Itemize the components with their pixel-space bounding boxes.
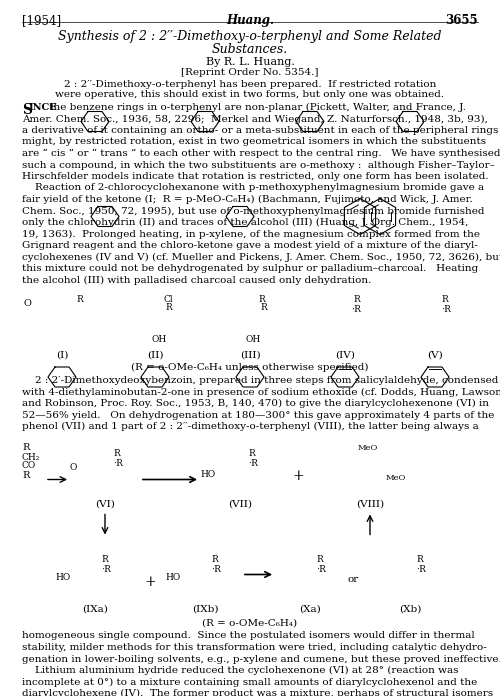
Text: R: R (22, 443, 30, 452)
Text: HO: HO (165, 573, 180, 582)
Text: ⋅R: ⋅R (441, 305, 451, 314)
Text: diarylcyclohexene (IV).  The former product was a mixture, perhaps of structural: diarylcyclohexene (IV). The former produ… (22, 689, 493, 696)
Text: R: R (113, 450, 120, 459)
Text: Reaction of 2-chlorocyclohexanone with p-methoxyphenylmagnesium bromide gave a: Reaction of 2-chlorocyclohexanone with p… (22, 184, 484, 193)
Text: the alcohol (III) with palladised charcoal caused only dehydration.: the alcohol (III) with palladised charco… (22, 276, 372, 285)
Text: ⋅R: ⋅R (113, 459, 123, 468)
Text: are “ cis ” or “ trans ” to each other with respect to the central ring.   We ha: are “ cis ” or “ trans ” to each other w… (22, 149, 500, 158)
Text: OH: OH (151, 335, 166, 344)
Text: ⋅R: ⋅R (248, 459, 258, 468)
Text: only the chlorohydrin (II) and traces of the alcohol (III) (Huang, J. Org. Chem.: only the chlorohydrin (II) and traces of… (22, 218, 468, 227)
Text: R: R (260, 303, 267, 312)
Text: 2 : 2′-Dimethoxydeoxybenzoin, prepared in three steps from salicylaldehyde, cond: 2 : 2′-Dimethoxydeoxybenzoin, prepared i… (22, 376, 498, 385)
Text: CO: CO (22, 461, 36, 470)
Text: R: R (101, 555, 108, 564)
Text: cyclohexenes (IV and V) (cf. Mueller and Pickens, J. Amer. Chem. Soc., 1950, 72,: cyclohexenes (IV and V) (cf. Mueller and… (22, 253, 500, 262)
Text: Hirschfelder models indicate that rotation is restricted, only one form has been: Hirschfelder models indicate that rotati… (22, 172, 488, 181)
Text: were operative, this should exist in two forms, but only one was obtained.: were operative, this should exist in two… (56, 90, 444, 99)
Text: ⋅R: ⋅R (211, 564, 221, 574)
Text: OH: OH (246, 335, 261, 344)
Text: 19, 1363).  Prolonged heating, in p-xylene, of the magnesium complex formed from: 19, 1363). Prolonged heating, in p-xylen… (22, 230, 480, 239)
Text: [Reprint Order No. 5354.]: [Reprint Order No. 5354.] (181, 68, 319, 77)
Text: genation in lower-boiling solvents, e.g., p-xylene and cumene, but these proved : genation in lower-boiling solvents, e.g.… (22, 654, 500, 663)
Text: R: R (353, 295, 360, 304)
Text: phenol (VII) and 1 part of 2 : 2′′-dimethoxy-o-terphenyl (VIII), the latter bein: phenol (VII) and 1 part of 2 : 2′′-dimet… (22, 422, 479, 431)
Text: (I): (I) (56, 351, 68, 360)
Text: O: O (24, 299, 32, 308)
Text: Cl: Cl (163, 295, 172, 304)
Text: R: R (165, 303, 172, 312)
Text: (III): (III) (240, 351, 260, 360)
Text: R: R (441, 295, 448, 304)
Text: (IXa): (IXa) (82, 605, 108, 613)
Text: (Xa): (Xa) (299, 605, 321, 613)
Text: R: R (248, 450, 255, 459)
Text: (VIII): (VIII) (356, 500, 384, 509)
Text: (VII): (VII) (228, 500, 252, 509)
Text: (II): (II) (147, 351, 163, 360)
Text: Lithium aluminium hydride reduced the cyclohexenone (VI) at 28° (reaction was: Lithium aluminium hydride reduced the cy… (22, 666, 458, 675)
Text: 3655: 3655 (446, 14, 478, 27)
Text: R: R (416, 555, 423, 564)
Text: R: R (258, 295, 265, 304)
Text: fair yield of the ketone (I;  R = p-MeO-C₆H₄) (Bachmann, Fujimoto, and Wick, J. : fair yield of the ketone (I; R = p-MeO-C… (22, 195, 473, 204)
Text: this mixture could not be dehydrogenated by sulphur or palladium–charcoal.   Hea: this mixture could not be dehydrogenated… (22, 264, 478, 273)
Text: ⋅R: ⋅R (416, 564, 426, 574)
Text: (IV): (IV) (335, 351, 355, 360)
Text: Amer. Chem. Soc., 1936, 58, 2296;  Merkel and Wiegand, Z. Naturforsch., 1948, 3b: Amer. Chem. Soc., 1936, 58, 2296; Merkel… (22, 115, 488, 124)
Text: with 4-diethylaminobutan-2-one in presence of sodium ethoxide (cf. Dodds, Huang,: with 4-diethylaminobutan-2-one in presen… (22, 388, 500, 397)
Text: R: R (211, 555, 218, 564)
Text: Chem. Soc., 1950, 72, 1995), but use of o-methoxyphenylmagnesium bromide furnish: Chem. Soc., 1950, 72, 1995), but use of … (22, 207, 484, 216)
Text: a derivative of it containing an ortho- or a meta-substituent in each of the per: a derivative of it containing an ortho- … (22, 126, 498, 135)
Text: R: R (76, 295, 83, 304)
Text: or: or (348, 574, 359, 583)
Text: (IXb): (IXb) (192, 605, 218, 613)
Text: +: + (145, 574, 156, 589)
Text: and Robinson, Proc. Roy. Soc., 1953, B, 140, 470) to give the diarylcyclohexenon: and Robinson, Proc. Roy. Soc., 1953, B, … (22, 399, 489, 408)
Text: stability, milder methods for this transformation were tried, including catalyti: stability, milder methods for this trans… (22, 643, 487, 652)
Text: HO: HO (200, 470, 215, 479)
Text: (VI): (VI) (95, 500, 115, 509)
Text: R: R (316, 555, 323, 564)
Text: incomplete at 0°) to a mixture containing small amounts of diarylcyclohexenol an: incomplete at 0°) to a mixture containin… (22, 677, 477, 687)
Text: By R. L. Huang.: By R. L. Huang. (206, 57, 294, 67)
Text: might, by restricted rotation, exist in two geometrical isomers in which the sub: might, by restricted rotation, exist in … (22, 138, 486, 146)
Text: (Xb): (Xb) (399, 605, 421, 613)
Text: (V): (V) (427, 351, 443, 360)
Text: Grignard reagent and the chloro-ketone gave a modest yield of a mixture of the d: Grignard reagent and the chloro-ketone g… (22, 241, 478, 250)
Text: Synthesis of 2 : 2′′-Dimethoxy-o-terphenyl and Some Related: Synthesis of 2 : 2′′-Dimethoxy-o-terphen… (58, 30, 442, 43)
Text: HO: HO (55, 573, 70, 582)
Text: 52—56% yield.   On dehydrogenation at 180—300° this gave approximately 4 parts o: 52—56% yield. On dehydrogenation at 180—… (22, 411, 494, 420)
Text: ⋅R: ⋅R (351, 305, 361, 314)
Text: Substances.: Substances. (212, 43, 288, 56)
Text: (R = o-OMe-C₆H₄): (R = o-OMe-C₆H₄) (202, 619, 298, 628)
Text: MeO: MeO (358, 443, 378, 452)
Text: S: S (22, 103, 32, 117)
Text: [1954]: [1954] (22, 14, 61, 27)
Text: such a compound, in which the two substituents are o-methoxy :  although Fisher–: such a compound, in which the two substi… (22, 161, 495, 170)
Text: the benzene rings in o-terphenyl are non-planar (Pickett, Walter, and France, J.: the benzene rings in o-terphenyl are non… (46, 103, 466, 112)
Text: Huang.: Huang. (226, 14, 274, 27)
Text: ⋅R: ⋅R (101, 564, 111, 574)
Text: +: + (292, 470, 304, 484)
Text: 2 : 2′′-Dimethoxy-o-terphenyl has been prepared.  If restricted rotation: 2 : 2′′-Dimethoxy-o-terphenyl has been p… (64, 80, 436, 89)
Text: O: O (69, 464, 76, 473)
Text: MeO: MeO (386, 473, 406, 482)
Text: R: R (22, 470, 30, 480)
Text: CH₂: CH₂ (22, 452, 40, 461)
Text: INCE: INCE (29, 103, 58, 112)
Text: ⋅R: ⋅R (316, 564, 326, 574)
Text: (R = o-OMe-C₆H₄ unless otherwise specified): (R = o-OMe-C₆H₄ unless otherwise specifi… (131, 363, 369, 372)
Text: homogeneous single compound.  Since the postulated isomers would differ in therm: homogeneous single compound. Since the p… (22, 631, 475, 640)
